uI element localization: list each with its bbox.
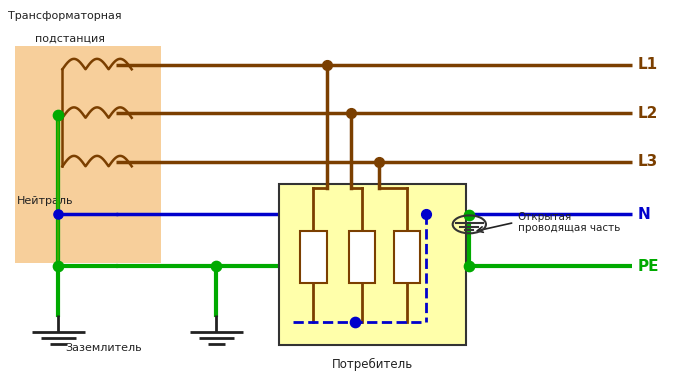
Bar bbox=[300, 231, 326, 283]
FancyBboxPatch shape bbox=[15, 46, 161, 262]
Text: L1: L1 bbox=[638, 57, 658, 72]
Text: Заземлитель: Заземлитель bbox=[65, 343, 142, 353]
Point bbox=[464, 263, 475, 269]
Text: N: N bbox=[638, 206, 651, 221]
Text: L2: L2 bbox=[638, 106, 658, 121]
Bar bbox=[278, 184, 466, 345]
Point bbox=[420, 211, 432, 217]
Text: проводящая часть: проводящая часть bbox=[518, 223, 620, 233]
Point bbox=[346, 110, 357, 116]
Text: Трансформаторная: Трансформаторная bbox=[8, 11, 122, 21]
Text: PE: PE bbox=[638, 259, 659, 274]
Point bbox=[53, 263, 64, 269]
Text: Открытая: Открытая bbox=[518, 212, 572, 222]
Text: Нейтраль: Нейтраль bbox=[17, 196, 73, 206]
Point bbox=[322, 62, 333, 68]
Point bbox=[211, 263, 222, 269]
Point bbox=[53, 112, 64, 118]
Point bbox=[53, 211, 64, 217]
Bar bbox=[394, 231, 420, 283]
Text: подстанция: подстанция bbox=[35, 33, 104, 43]
Point bbox=[374, 159, 385, 165]
Text: Потребитель: Потребитель bbox=[331, 358, 413, 371]
Bar bbox=[349, 231, 375, 283]
Point bbox=[349, 319, 361, 325]
Point bbox=[464, 212, 475, 218]
Text: L3: L3 bbox=[638, 154, 658, 169]
